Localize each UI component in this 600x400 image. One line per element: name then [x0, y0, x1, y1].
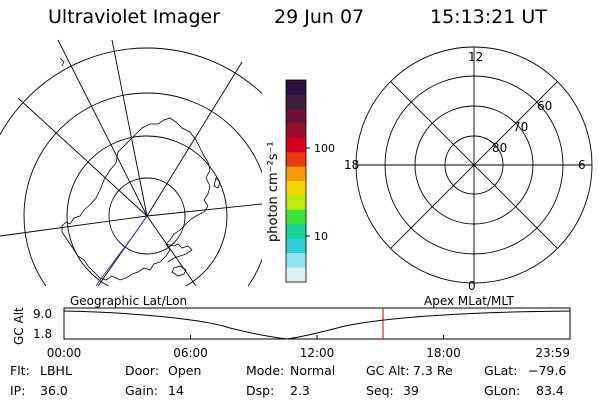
mode-label: Mode:	[246, 363, 285, 378]
coastline-fragment	[59, 57, 65, 67]
geo-meridian	[0, 215, 148, 237]
ip-value: 36.0	[40, 383, 68, 398]
door-value: Open	[168, 363, 202, 378]
colorbar-frame	[285, 79, 307, 283]
gc-alt-label: GC Alt:	[366, 363, 410, 378]
colorbar-segment	[286, 181, 306, 196]
gain-label: Gain:	[125, 383, 158, 398]
colorbar-segment	[286, 123, 306, 139]
observation-time: 15:13:21 UT	[430, 6, 547, 28]
orbit-track	[95, 215, 148, 286]
colorbar-segment	[286, 108, 306, 124]
coastline-peninsula	[165, 243, 193, 263]
timeline-tick-label: 12:00	[300, 346, 335, 360]
lat-label-80: 80	[492, 141, 507, 155]
geo-meridian	[146, 215, 197, 286]
geo-lat-circle	[23, 92, 262, 286]
coastline-fragment	[213, 177, 221, 189]
observation-date: 29 Jun 07	[274, 6, 365, 28]
colorbar-segment	[286, 267, 306, 283]
filter-value: LBHL	[40, 363, 72, 378]
altitude-timeline: Geographic Lat/Lon Apex MLat/MLT GC Alt …	[12, 294, 571, 360]
timeline-y-axis-title: GC Alt	[12, 307, 26, 345]
colorbar-unit-label: photon cm⁻²s⁻¹	[266, 141, 281, 242]
colorbar-segment	[286, 152, 306, 168]
glat-value: −79.6	[528, 363, 567, 378]
geo-latitude-circles	[0, 47, 262, 286]
dsp-value: 2.3	[290, 383, 310, 398]
geo-lat-circle	[0, 47, 262, 136]
geo-meridian	[146, 203, 262, 217]
ip-label: IP:	[10, 383, 26, 398]
coastline	[61, 117, 211, 281]
coastline-island	[171, 265, 187, 277]
mlt-label-noon: 12	[468, 50, 483, 64]
colorbar-segment	[286, 253, 306, 269]
polar-meridian	[390, 81, 558, 249]
timeline-time-ticks: 00:00 06:00 12:00 18:00 23:59	[47, 335, 571, 360]
colorbar-segment	[286, 224, 306, 240]
colorbar-segment	[286, 238, 306, 254]
door-label: Door:	[125, 363, 160, 378]
geo-lat-circle	[66, 135, 228, 286]
mlt-label-dawn: 6	[578, 158, 586, 172]
glon-label: GLon:	[484, 383, 521, 398]
colorbar-tick-label: 10	[314, 230, 328, 243]
glat-label: GLat:	[484, 363, 518, 378]
timeline-right-caption: Apex MLat/MLT	[424, 294, 514, 308]
colorbar-segment	[286, 137, 306, 153]
colorbar-tick-label: 100	[314, 142, 335, 155]
filter-label: Flt:	[10, 363, 30, 378]
timeline-tick-label: 23:59	[535, 346, 570, 360]
colorbar-segment	[286, 94, 306, 110]
mlt-label-dusk: 18	[344, 158, 359, 172]
seq-value: 39	[403, 383, 419, 398]
gain-value: 14	[168, 383, 184, 398]
timeline-y-min: 1.8	[33, 327, 52, 341]
dsp-label: Dsp:	[246, 383, 275, 398]
geo-meridian	[17, 97, 148, 217]
timeline-tick-label: 00:00	[47, 346, 82, 360]
timeline-left-caption: Geographic Lat/Lon	[70, 294, 187, 308]
geo-meridians	[0, 39, 262, 286]
timeline-y-max: 9.0	[33, 307, 52, 321]
colorbar-segment	[286, 195, 306, 211]
glon-value: 83.4	[536, 383, 564, 398]
lat-label-70: 70	[513, 120, 528, 134]
colorbar-segment	[286, 166, 306, 182]
intensity-colorbar: 100 10	[285, 79, 335, 283]
seq-label: Seq:	[366, 383, 394, 398]
colorbar-segment	[286, 209, 306, 225]
geo-meridian	[146, 61, 243, 217]
timeline-tick-label: 06:00	[173, 346, 208, 360]
gc-alt-value: 7.3 Re	[413, 363, 453, 378]
geo-meridian	[57, 39, 148, 217]
mlt-label-midnight: 0	[468, 279, 476, 293]
altitude-curve	[63, 310, 571, 340]
timeline-tick-label: 18:00	[426, 346, 461, 360]
lat-label-60: 60	[537, 99, 552, 113]
geo-meridian	[111, 39, 148, 217]
colorbar-segment	[286, 80, 306, 95]
apex-polar-plot: 12 18 6 0 60 70 80	[344, 46, 593, 293]
geo-lat-circle	[108, 177, 186, 255]
geographic-map	[0, 39, 262, 286]
mode-value: Normal	[290, 363, 336, 378]
instrument-title: Ultraviolet Imager	[48, 6, 221, 28]
